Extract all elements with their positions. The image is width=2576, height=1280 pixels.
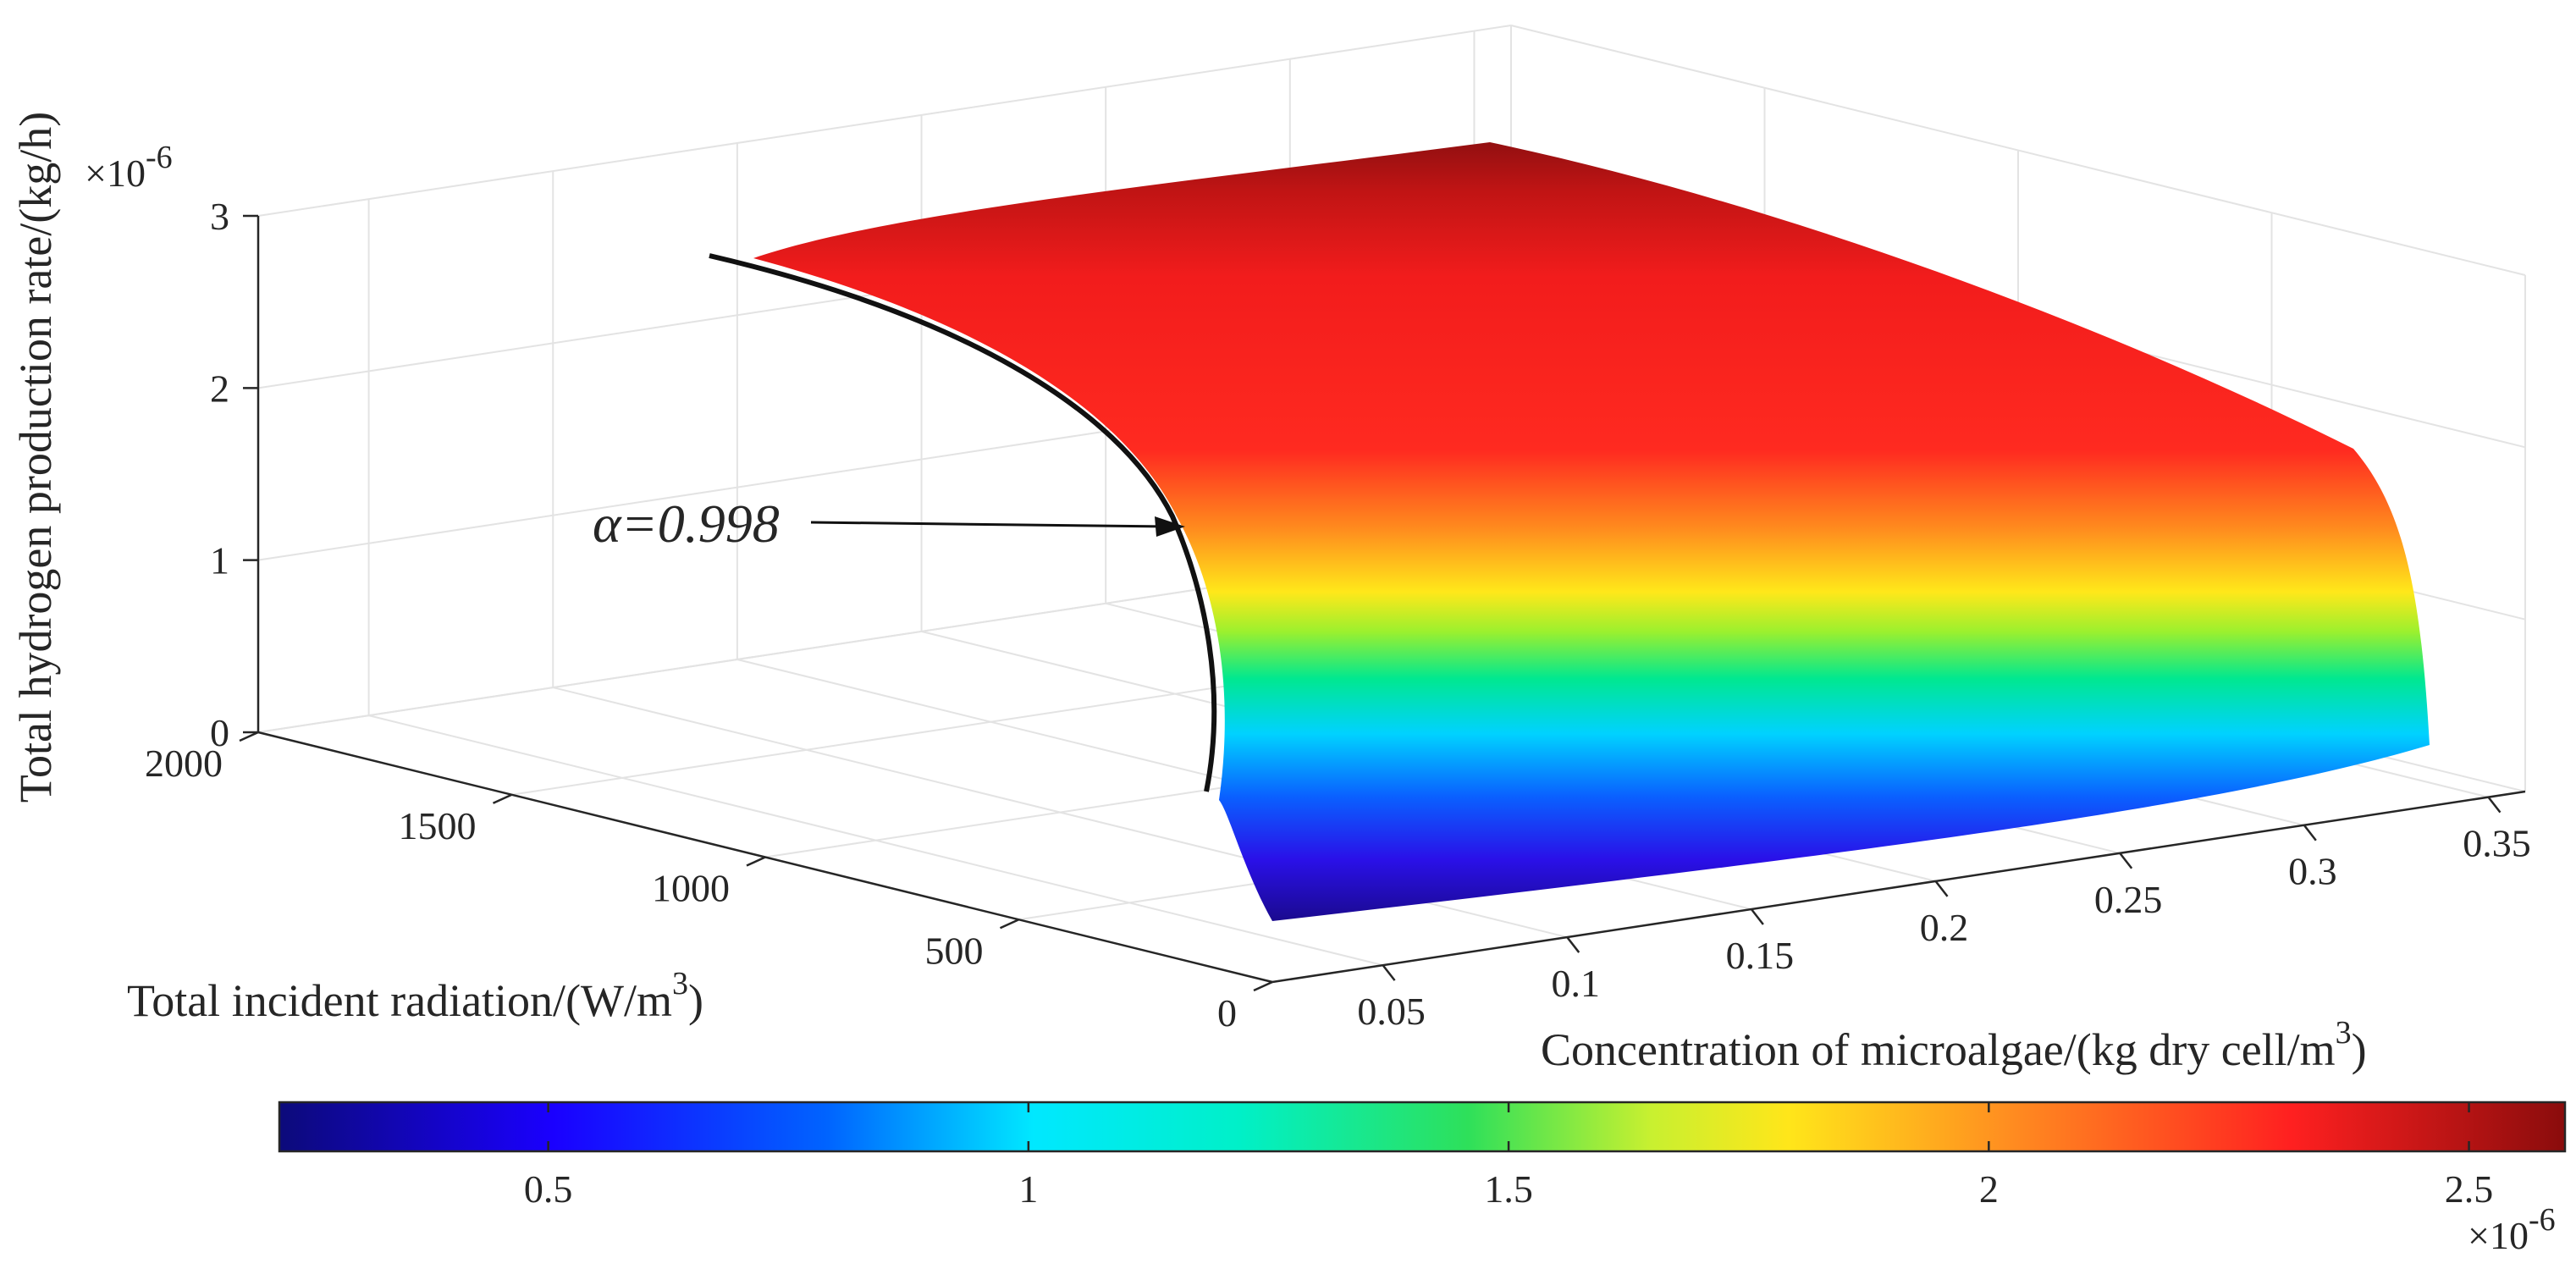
y-tick-label: 1500 [399, 804, 477, 847]
x-tick-mark [2119, 852, 2133, 869]
x-axis-label: Concentration of microalgae/(kg dry cell… [1541, 1015, 2367, 1075]
side-wall-grid-line-z [1510, 25, 2526, 276]
x-tick-mark [1382, 964, 1396, 981]
x-tick-label: 0.1 [1551, 962, 1600, 1005]
alpha-arrow-line [810, 521, 1169, 528]
y-axis-label: Total incident radiation/(W/m3) [127, 966, 703, 1026]
colorbar-tick-label: 2.5 [2445, 1167, 2494, 1211]
x-tick-mark [2303, 824, 2317, 841]
surface-shape [753, 142, 2430, 921]
colorbar-tick-label: 1.5 [1484, 1167, 1533, 1211]
x-tick-mark [2487, 796, 2502, 814]
colorbar-tick-label: 1 [1018, 1167, 1038, 1211]
x-tick-label: 0.15 [1726, 934, 1795, 977]
x-tick-label: 0.35 [2463, 822, 2531, 865]
colorbar-ticks: 0.5 1 1.5 2 2.5 [524, 1102, 2493, 1211]
x-tick-label: 0.05 [1357, 990, 1426, 1033]
y-tick-label: 2000 [145, 742, 223, 785]
colorbar-gradient [278, 1101, 2567, 1153]
y-tick-mark [746, 856, 766, 867]
surface [709, 142, 2430, 921]
y-tick-mark [239, 731, 259, 742]
y-tick-mark [492, 793, 513, 804]
z-axis-label: Total hydrogen production rate/(kg/h) [10, 112, 61, 803]
z-tick-label: 2 [210, 367, 229, 410]
tick-labels: 0.05 0.1 0.15 0.2 0.25 0.3 0.35 0 500 1000 1500 200… [145, 195, 2531, 1034]
alpha-label: α=0.998 [593, 494, 780, 554]
colorbar-tick-label: 2 [1979, 1167, 1999, 1211]
x-tick-mark [1750, 908, 1764, 925]
alpha-arrowhead [1155, 516, 1185, 537]
x-tick-label: 0.2 [1920, 906, 1969, 949]
x-tick-label: 0.3 [2288, 850, 2337, 893]
colorbar-tick-label: 0.5 [524, 1167, 573, 1211]
y-tick-mark [999, 919, 1020, 930]
y-tick-label: 0 [1217, 991, 1237, 1034]
colorbar: 0.5 1 1.5 2 2.5 ×10-6 [278, 1101, 2567, 1257]
x-tick-label: 0.25 [2094, 878, 2163, 921]
z-tick-label: 0 [210, 711, 229, 754]
colorbar-multiplier: ×10-6 [2468, 1202, 2556, 1257]
back-wall-grid-line-z [257, 25, 1512, 217]
x-tick-mark [1566, 936, 1580, 953]
y-tick-mark [1253, 980, 1273, 992]
z-tick-label: 3 [210, 195, 229, 238]
y-tick-label: 500 [925, 929, 984, 972]
alpha-annotation: α=0.998 [593, 494, 1185, 554]
x-tick-mark [1934, 880, 1949, 897]
x-axis-line [1271, 790, 2526, 984]
z-tick-label: 1 [210, 539, 229, 582]
y-tick-label: 1000 [652, 867, 730, 910]
boundary-curve [709, 253, 1217, 792]
z-axis-multiplier: ×10-6 [85, 140, 173, 195]
